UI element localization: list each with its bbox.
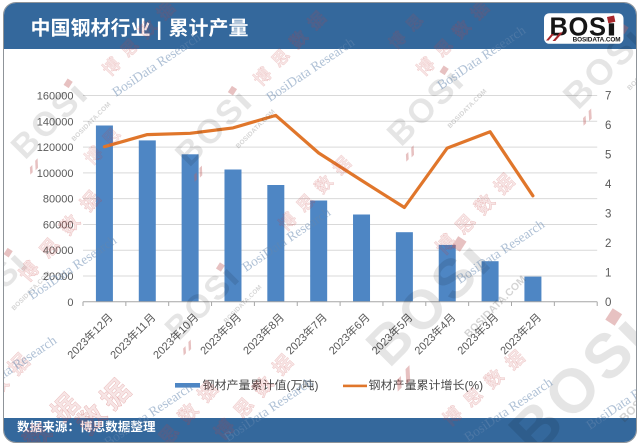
svg-text:2: 2	[605, 238, 611, 250]
svg-text:5: 5	[605, 149, 611, 161]
svg-text:2023: 2023	[284, 332, 310, 358]
svg-text:120000: 120000	[37, 142, 74, 154]
svg-text:1: 1	[605, 267, 611, 279]
svg-text:80000: 80000	[43, 194, 74, 206]
svg-text:20000: 20000	[43, 271, 74, 283]
svg-text:0: 0	[67, 297, 73, 309]
svg-text:2023: 2023	[198, 332, 224, 358]
svg-text:2023: 2023	[327, 332, 353, 358]
svg-text:3: 3	[605, 208, 611, 220]
svg-text:140000: 140000	[37, 116, 74, 128]
svg-text:|: |	[157, 20, 162, 41]
svg-text:2023: 2023	[66, 336, 92, 362]
svg-text:11: 11	[133, 320, 150, 337]
svg-text:6: 6	[605, 120, 611, 132]
svg-text:(: (	[287, 378, 291, 392]
svg-text:100000: 100000	[37, 168, 74, 180]
svg-text:BOSIDATA.COM: BOSIDATA.COM	[573, 37, 621, 44]
svg-text:(%): (%)	[465, 378, 484, 392]
svg-text:0: 0	[605, 297, 611, 309]
svg-text:2023: 2023	[151, 336, 177, 362]
svg-text:40000: 40000	[43, 245, 74, 257]
svg-text:BosiData Research: BosiData Research	[3, 332, 59, 402]
svg-text:4: 4	[605, 179, 612, 191]
svg-text:160000: 160000	[37, 91, 74, 103]
svg-text:7: 7	[605, 91, 611, 103]
svg-text:2023: 2023	[241, 332, 267, 358]
svg-text:2023: 2023	[108, 336, 134, 362]
svg-text:): )	[315, 378, 319, 392]
